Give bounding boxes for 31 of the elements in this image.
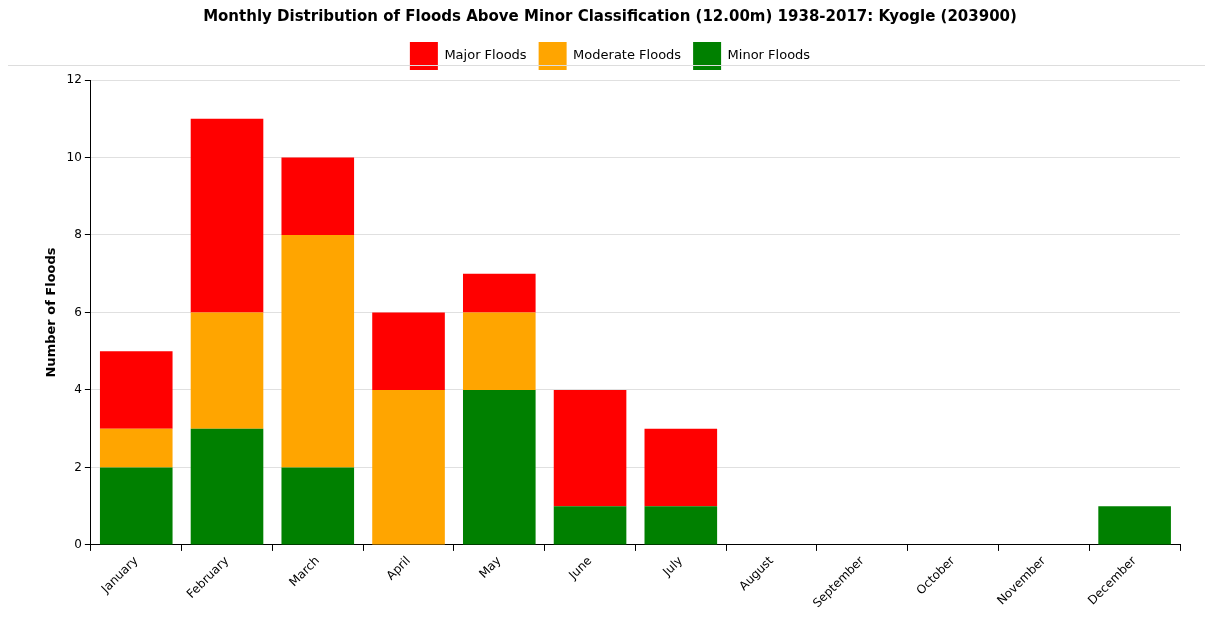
bar [644,428,718,507]
y-tick-label: 12 [66,72,82,87]
legend-label: Minor Floods [727,47,811,63]
y-tick-label: 0 [74,537,82,552]
bar [462,389,536,545]
legend-label: Major Floods [444,47,527,63]
bar [553,506,627,545]
y-tick-label: 4 [74,382,82,397]
bar [190,312,264,429]
bar [281,234,355,468]
bar [1098,506,1171,545]
y-tick-label: 2 [74,459,82,474]
bar [372,389,445,545]
bar [553,389,627,507]
legend-label: Moderate Floods [573,47,682,63]
chart-title: Monthly Distribution of Floods Above Minor Classification (12.00m) 1938-2017: Kyogle (203900) [203,6,1017,25]
bar [99,351,173,429]
bar [372,312,445,390]
bar [281,467,355,545]
bar [462,312,536,390]
bar [462,273,536,313]
bar [190,118,264,313]
y-axis-title: Number of Floods [43,247,59,378]
y-tick-label: 10 [66,149,82,164]
y-tick-label: 6 [74,304,82,319]
bar [190,428,264,545]
bar [644,506,718,545]
bar [281,157,355,235]
bar [99,428,173,468]
bar [99,467,173,545]
y-tick-label: 8 [74,227,82,242]
